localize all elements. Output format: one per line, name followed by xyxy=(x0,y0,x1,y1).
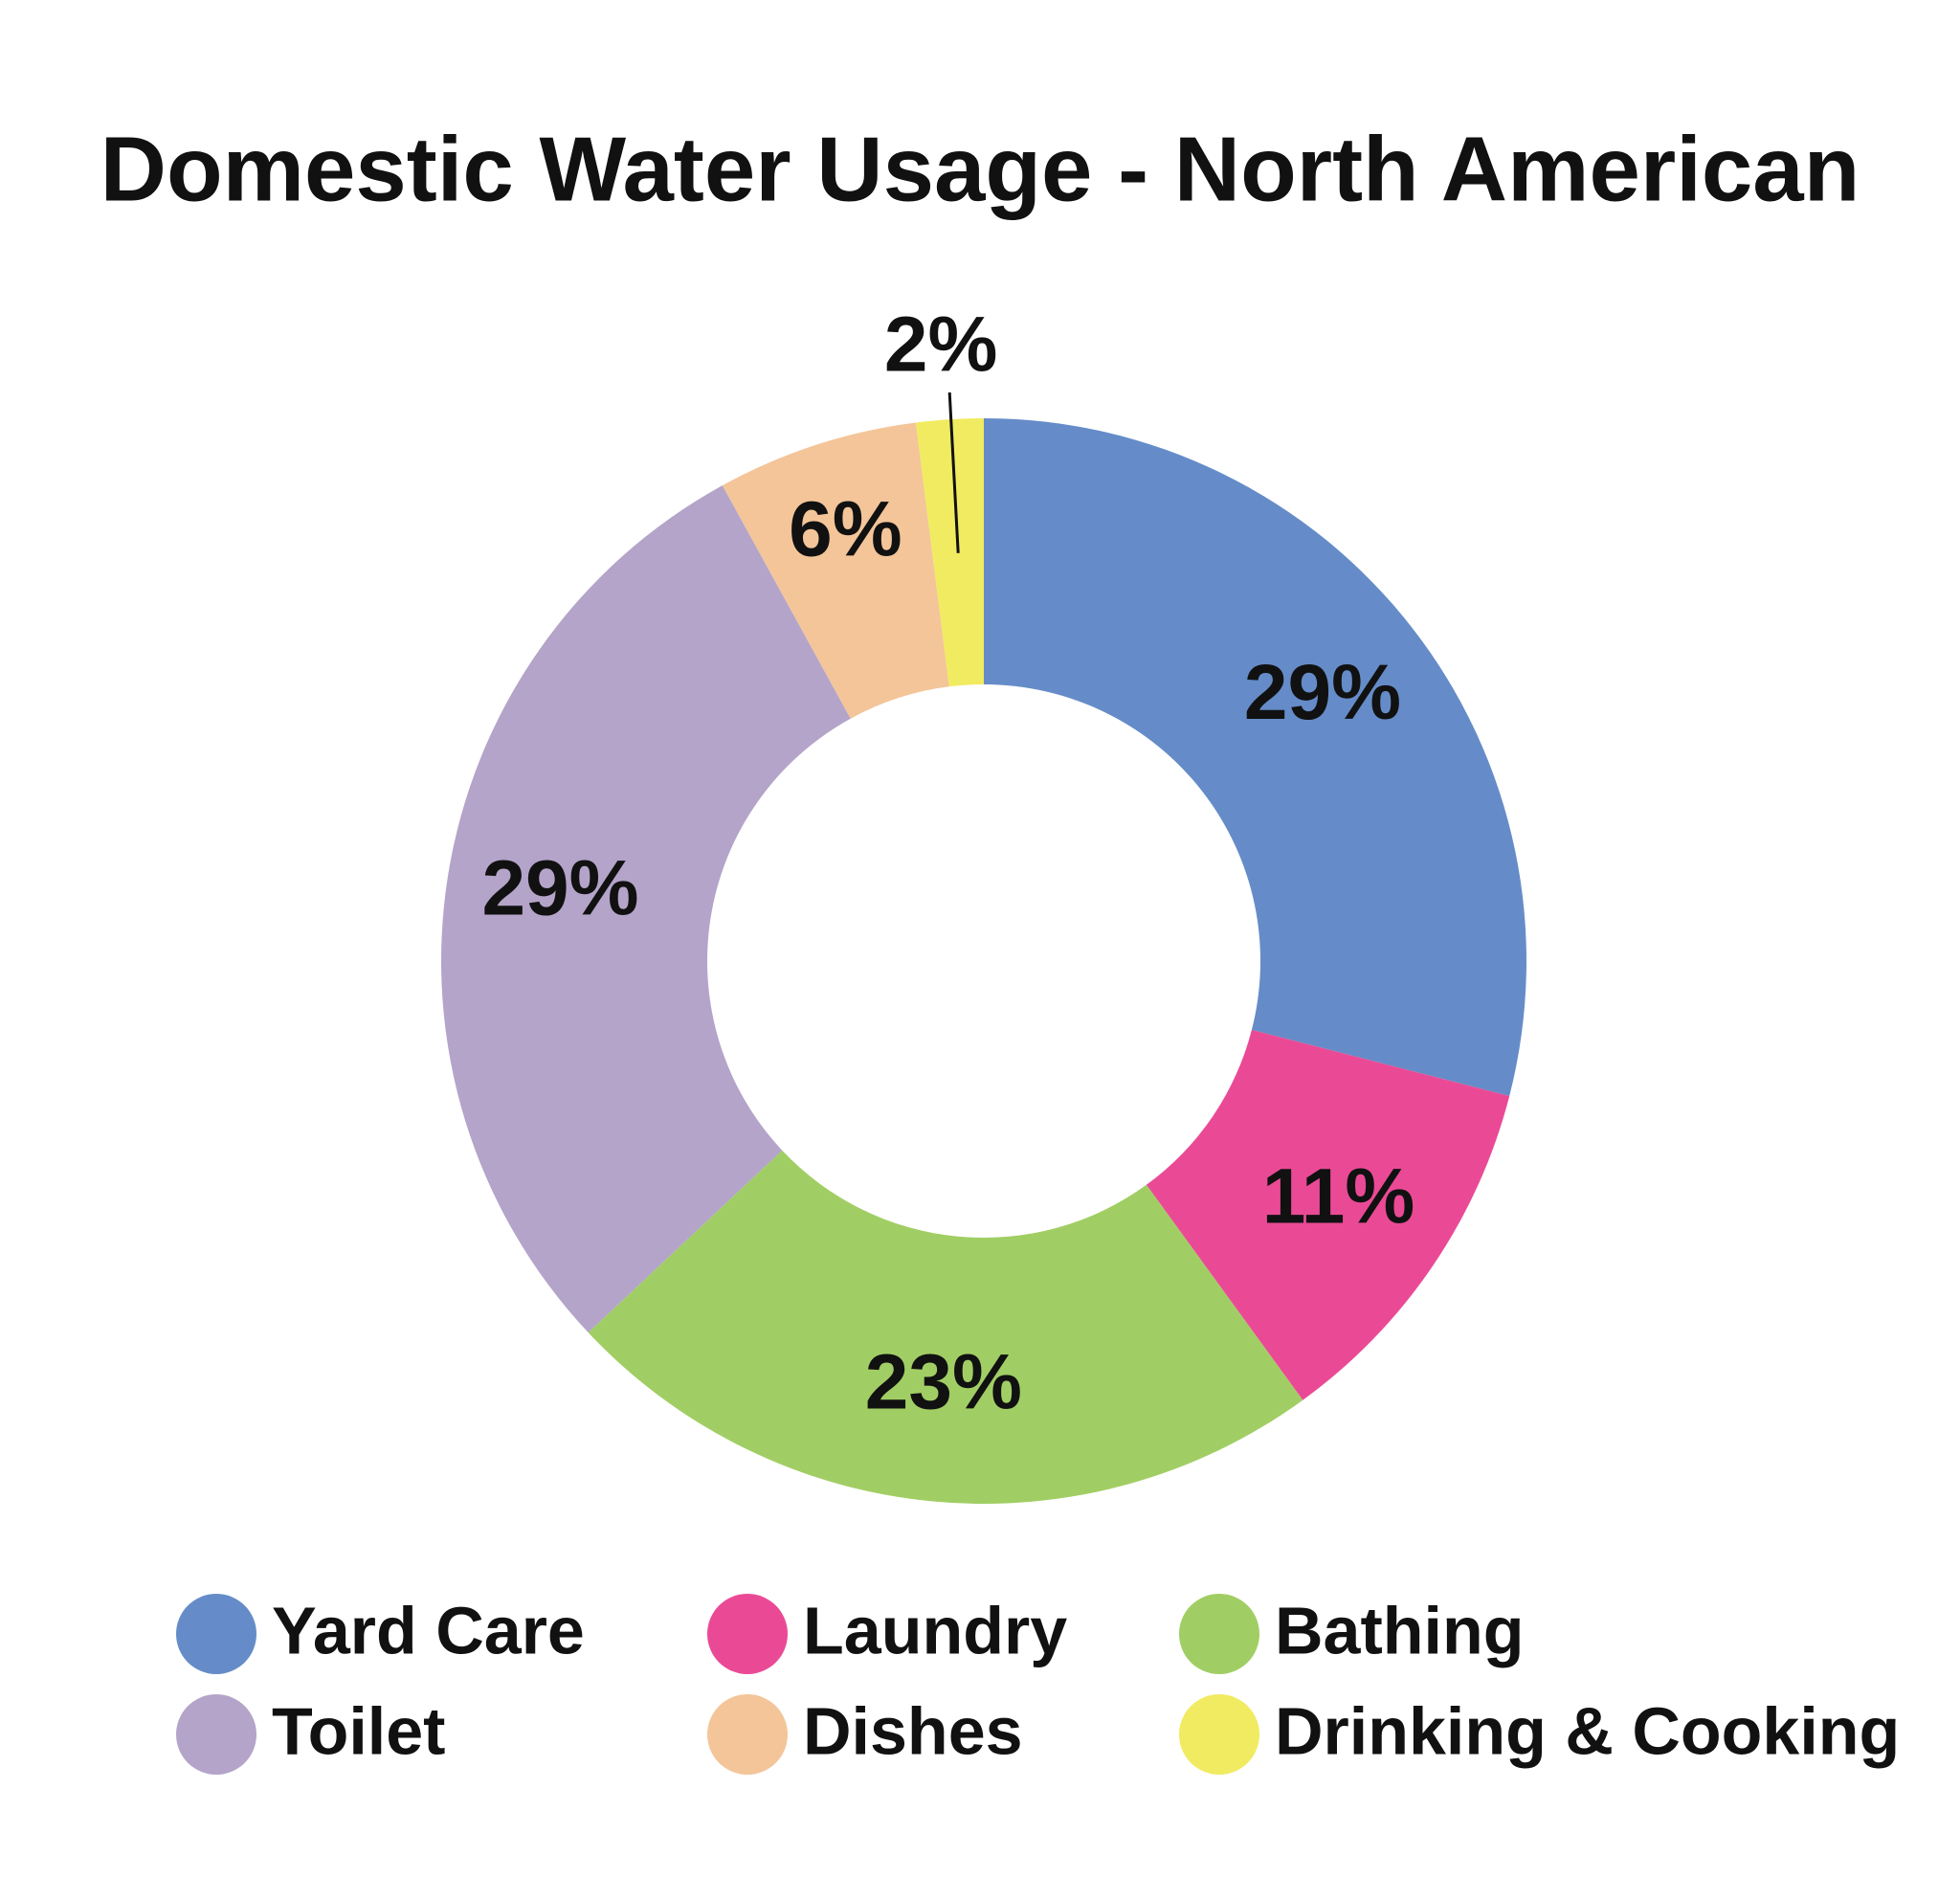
legend-label: Drinking & Cooking xyxy=(1275,1693,1900,1768)
legend-label: Yard Care xyxy=(272,1593,585,1667)
slice xyxy=(441,485,851,1333)
legend-swatch xyxy=(176,1594,256,1674)
legend-swatch xyxy=(176,1694,256,1775)
legend-swatch xyxy=(707,1694,788,1775)
value-label: 29% xyxy=(1244,649,1401,736)
slice xyxy=(915,418,984,687)
value-label: 6% xyxy=(789,486,902,573)
value-label: 29% xyxy=(481,845,638,932)
legend-swatch xyxy=(707,1594,788,1674)
leader-line xyxy=(947,391,960,553)
legend-label: Toilet xyxy=(272,1693,445,1768)
value-label: 11% xyxy=(1262,1152,1415,1240)
legend-label: Bathing xyxy=(1275,1593,1525,1667)
legend-label: Dishes xyxy=(803,1693,1023,1768)
value-label: 2% xyxy=(884,302,998,389)
slice xyxy=(588,1150,1303,1504)
chart-title: Domestic Water Usage - North American xyxy=(100,118,1860,220)
slice xyxy=(722,422,949,719)
slice xyxy=(984,418,1526,1097)
legend-swatch xyxy=(1179,1694,1259,1775)
slice xyxy=(1146,1029,1510,1400)
legend-label: Laundry xyxy=(803,1593,1067,1667)
value-label: 23% xyxy=(865,1339,1022,1426)
legend-swatch xyxy=(1179,1594,1259,1674)
